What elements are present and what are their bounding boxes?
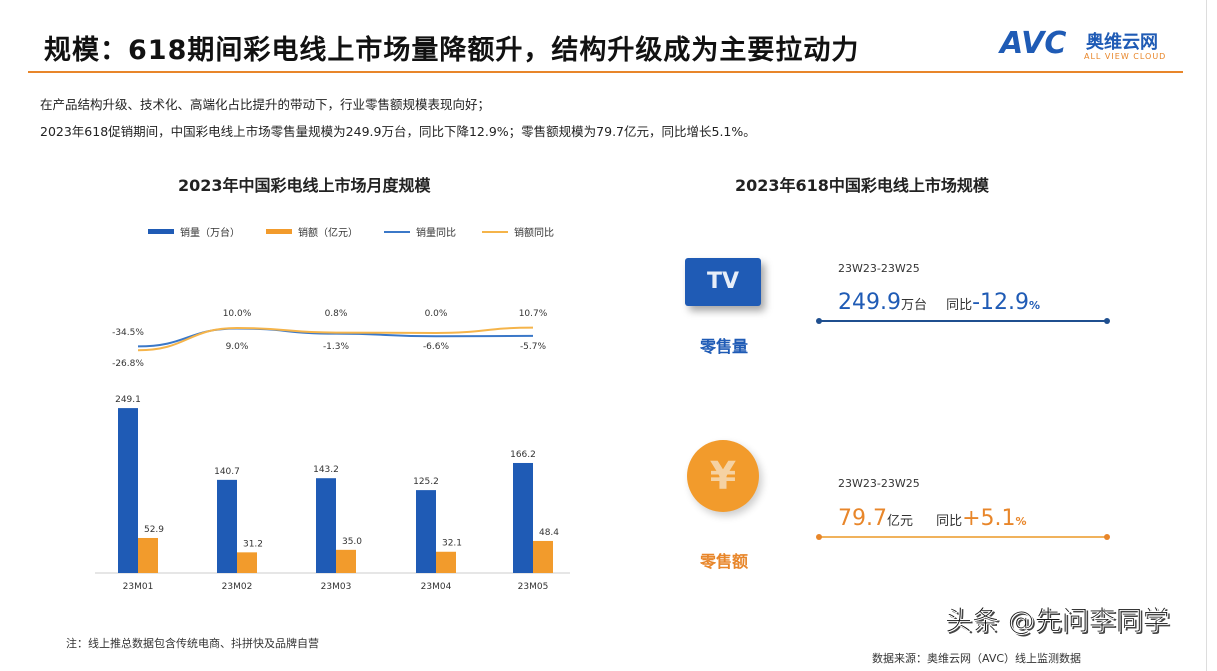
revenue-yoy-label: -34.5%: [112, 328, 144, 338]
revenue-yoy-label: 0.8%: [325, 309, 348, 319]
x-tick-label: 23M03: [321, 582, 352, 592]
revenue-bar-label: 32.1: [442, 539, 462, 549]
legend-volume-yoy: 销量同比: [416, 228, 456, 239]
volume-yoy-label: -6.6%: [423, 342, 450, 352]
volume-bar-label: 166.2: [510, 450, 536, 460]
monthly-chart: 249.1 140.7 143.2 125.2 166.2 52.9 31.2 35.0 32.…: [95, 309, 570, 592]
chart-title: 2023年中国彩电线上市场月度规模: [178, 176, 431, 195]
revenue-bar: [237, 552, 257, 573]
revenue-yoy-line: [137, 326, 534, 352]
yen-icon: ¥: [687, 440, 759, 512]
volume-label: 零售量: [700, 337, 749, 356]
volume-period: 23W23-23W25: [838, 262, 920, 275]
revenue-bar: [138, 537, 158, 573]
revenue-bar-label: 52.9: [144, 525, 164, 535]
footnote: 注：线上推总数据包含传统电商、抖拼快及品牌自营: [66, 637, 319, 650]
revenue-yoy-label: 10.7%: [519, 309, 548, 319]
legend-swatch-volume: [148, 229, 174, 234]
volume-bar: [416, 490, 436, 573]
x-tick-label: 23M02: [222, 582, 253, 592]
page-title: 规模：618期间彩电线上市场量降额升，结构升级成为主要拉动力: [44, 35, 860, 66]
revenue-bar: [533, 540, 553, 573]
x-tick-label: 23M04: [421, 582, 452, 592]
revenue-bar: [336, 549, 356, 573]
avc-logo: AVC 奥维云网 ALL VIEW CLOUD: [1000, 26, 1167, 61]
volume-yoy-label: -26.8%: [112, 359, 144, 369]
watermark: 头条 @先问李同学: [945, 606, 1171, 638]
volume-yoy-label: -1.3%: [323, 342, 350, 352]
data-source: 数据来源：奥维云网（AVC）线上监测数据: [872, 652, 1082, 665]
legend-volume: 销量（万台）: [180, 228, 240, 239]
legend-swatch-revenue-yoy: [482, 230, 508, 233]
right-edge: [1206, 0, 1207, 671]
volume-yoy-label: -5.7%: [520, 342, 547, 352]
revenue-bar-label: 31.2: [243, 539, 263, 549]
volume-bar-label: 140.7: [214, 467, 240, 477]
volume-bar-label: 143.2: [313, 465, 339, 475]
legend-revenue-yoy: 销额同比: [514, 228, 554, 239]
x-tick-label: 23M01: [123, 582, 154, 592]
volume-bar-label: 125.2: [413, 477, 439, 487]
volume-bar: [513, 462, 533, 573]
legend-swatch-volume-yoy: [384, 230, 410, 233]
volume-kpi: 249.9万台 同比-12.9%: [838, 290, 1041, 315]
tv-icon: TV: [685, 258, 761, 306]
revenue-bar-label: 35.0: [342, 537, 362, 547]
intro-line-2: 2023年618促销期间，中国彩电线上市场零售量规模为249.9万台，同比下降1…: [40, 124, 756, 139]
volume-bar: [118, 408, 138, 573]
title-divider: [28, 71, 1183, 73]
revenue-kpi: 79.7亿元 同比+5.1%: [838, 506, 1027, 531]
x-tick-label: 23M05: [518, 582, 549, 592]
revenue-divider: [816, 534, 1110, 540]
volume-bar-label: 249.1: [115, 395, 141, 405]
volume-bar: [217, 479, 237, 573]
right-title: 2023年618中国彩电线上市场规模: [735, 176, 989, 195]
revenue-period: 23W23-23W25: [838, 477, 920, 490]
revenue-yoy-label: 0.0%: [425, 309, 448, 319]
revenue-yoy-label: 10.0%: [223, 309, 252, 319]
revenue-bar: [436, 551, 456, 573]
chart-legend: 销量（万台） 销额（亿元） 销量同比 销额同比: [148, 224, 554, 239]
volume-yoy-label: 9.0%: [226, 342, 249, 352]
legend-swatch-revenue: [266, 229, 292, 234]
volume-bar: [316, 478, 336, 573]
intro-line-1: 在产品结构升级、技术化、高端化占比提升的带动下，行业零售额规模表现向好；: [40, 97, 491, 112]
revenue-bar-label: 48.4: [539, 528, 559, 538]
revenue-label: 零售额: [700, 552, 749, 571]
volume-divider: [816, 318, 1110, 324]
legend-revenue: 销额（亿元）: [298, 228, 358, 239]
